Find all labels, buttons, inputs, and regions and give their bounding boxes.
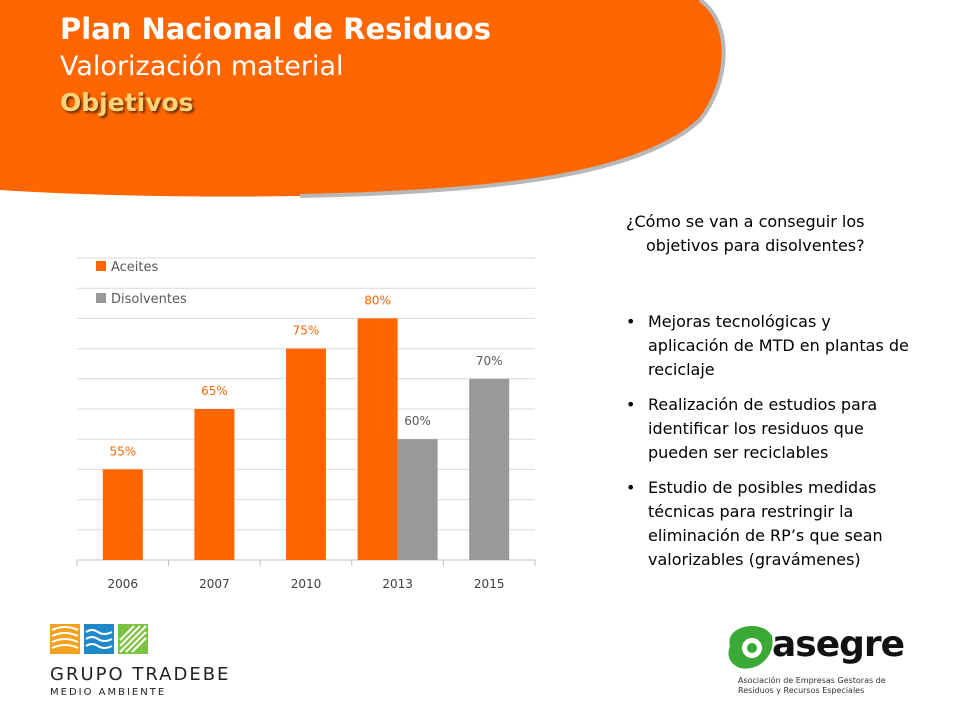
tradebe-logo: GRUPO TRADEBE MEDIO AMBIENTE (36, 624, 276, 704)
header-banner (0, 0, 726, 198)
tradebe-name: GRUPO TRADEBE (50, 664, 231, 685)
legend-label: Disolventes (111, 292, 187, 307)
data-label: 70% (476, 354, 503, 368)
section-heading: Objetivos (60, 88, 194, 117)
page-title: Plan Nacional de Residuos (60, 12, 491, 46)
bar-aceites-2013 (357, 318, 398, 560)
asegre-subtitle: Asociación de Empresas Gestoras de Resid… (738, 676, 886, 695)
bullet-text: Estudio de posibles medidas técnicas par… (648, 478, 883, 569)
title-block: Plan Nacional de Residuos Valorización m… (60, 10, 491, 120)
data-label: 60% (404, 414, 431, 428)
x-tick-label: 2007 (199, 577, 230, 591)
asegre-emblem-icon (728, 625, 773, 669)
bullet-icon: • (626, 312, 636, 331)
data-label: 55% (109, 444, 136, 458)
bullet-text: Mejoras tecnológicas y aplicación de MTD… (648, 312, 909, 379)
x-tick-label: 2013 (382, 577, 413, 591)
bar-disolventes-2015 (469, 378, 510, 560)
bar-aceites-2006 (102, 469, 143, 560)
x-tick-label: 2006 (108, 577, 139, 591)
bullet-item: • Estudio de posibles medidas técnicas pa… (626, 476, 916, 572)
bar-disolventes-2013 (397, 439, 438, 560)
legend-label: Aceites (111, 260, 159, 275)
legend-swatch (96, 261, 106, 271)
bullet-text: Realización de estudios para identificar… (648, 395, 878, 462)
bar-aceites-2010 (286, 348, 326, 560)
bar-aceites-2007 (194, 409, 235, 560)
asegre-name: asegre (772, 624, 905, 665)
tradebe-emblem-icon (50, 624, 148, 654)
bar-chart: 55% 2006 65% 2007 75% 2010 80% 60% 2013 70% 2015 Ac… (60, 250, 540, 604)
data-label: 75% (293, 324, 320, 338)
bullet-item: • Mejoras tecnológicas y aplicación de MT… (626, 310, 916, 382)
x-tick-label: 2010 (291, 577, 322, 591)
bullet-icon: • (626, 478, 636, 497)
legend-swatch (96, 293, 106, 303)
tradebe-subtitle: MEDIO AMBIENTE (50, 687, 167, 698)
x-tick-label: 2015 (474, 577, 505, 591)
bullet-item: • Realización de estudios para identifica… (626, 393, 916, 465)
asegre-logo: asegre Asociación de Empresas Gestoras d… (722, 614, 905, 704)
page-subtitle: Valorización material (60, 51, 344, 82)
chart-svg: 55% 2006 65% 2007 75% 2010 80% 60% 2013 70% 2015 Ac… (76, 257, 536, 591)
bullet-icon: • (626, 395, 636, 414)
data-label: 65% (201, 384, 228, 398)
data-label: 80% (364, 293, 391, 307)
right-panel: ¿Cómo se van a conseguir los objetivos p… (626, 210, 916, 583)
question-text: ¿Cómo se van a conseguir los objetivos p… (626, 212, 865, 255)
bullet-list: • Mejoras tecnológicas y aplicación de MT… (626, 310, 916, 572)
